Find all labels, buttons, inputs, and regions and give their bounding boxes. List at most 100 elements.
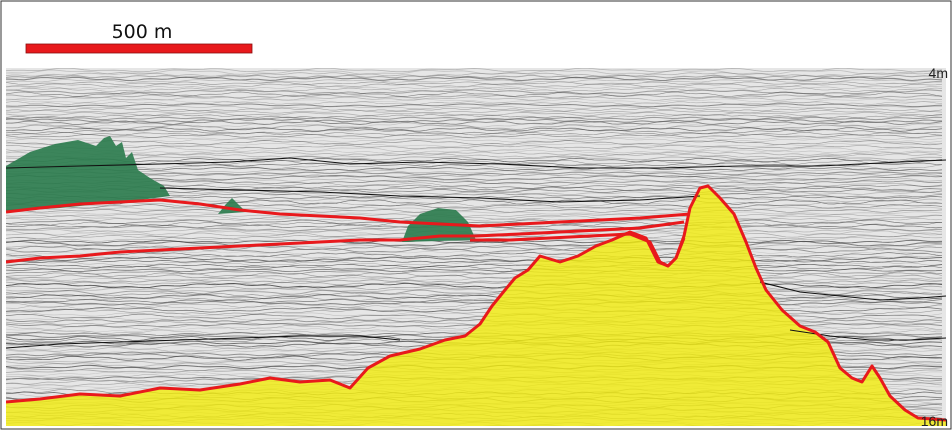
seismic-reflector-line (6, 74, 943, 79)
seismic-reflector-line (6, 127, 943, 132)
seismic-reflector-line (6, 166, 943, 172)
seismic-reflector-line (6, 206, 943, 211)
seismic-reflector-line (6, 105, 943, 110)
seismic-reflector-line (6, 94, 943, 99)
seismic-reflector-line (6, 68, 943, 73)
seismic-reflector-line (6, 138, 943, 143)
seismic-reflector-line (6, 177, 943, 183)
seismic-reflector-line (6, 243, 943, 249)
seismic-reflector-line (6, 228, 943, 233)
red-horizon-basement (6, 184, 946, 422)
seismic-reflector-line (6, 120, 943, 126)
seismic-reflector-line (6, 69, 943, 75)
seismic-reflector-line (6, 285, 943, 290)
seismic-reflector-line (6, 201, 943, 207)
scale-bar (25, 43, 253, 54)
green-body-left (6, 136, 170, 212)
seismic-reflector-line (6, 282, 943, 289)
red-horizon-upper (6, 198, 691, 228)
seismic-reflector-line (6, 132, 943, 136)
seismic-panel (6, 68, 946, 426)
seismic-reflector-line (6, 76, 943, 82)
seismic-reflector-line (6, 307, 943, 313)
seismic-reflector-line (6, 72, 943, 77)
seismic-reflector-line (6, 217, 943, 222)
seismic-reflector-line (6, 219, 942, 224)
seismic-reflector-line (6, 174, 943, 181)
seismic-reflector-line (6, 124, 943, 131)
seismic-reflector-line (6, 101, 943, 105)
seismic-reflector-line (6, 264, 943, 268)
seismic-reflector-line (6, 164, 943, 170)
seismic-reflector-line (6, 252, 943, 258)
black-horizons (6, 157, 946, 349)
seismic-reflector-line (6, 114, 942, 119)
seismic-reflector-line (6, 145, 943, 149)
seismic-reflector-line (6, 305, 943, 310)
seismic-reflector-line (6, 96, 943, 101)
seismic-reflector-line (6, 79, 943, 83)
black-horizon-3 (6, 335, 401, 349)
seismic-reflector-line (6, 239, 943, 244)
seismic-reflector-line (6, 159, 943, 165)
seismic-reflector-line (6, 213, 943, 217)
seismic-reflector-line (6, 230, 943, 236)
seismic-reflector-line (6, 225, 943, 232)
seismic-reflector-line (6, 111, 943, 117)
seismic-reflector-line (6, 91, 943, 97)
seismic-reflector-line (6, 136, 943, 140)
seismic-reflector-line (6, 300, 943, 306)
seismic-reflector-line (6, 268, 943, 273)
seismic-reflector-line (6, 281, 943, 286)
seismic-reflector-line (6, 110, 943, 114)
seismic-reflector-line (6, 146, 943, 152)
seismic-reflector-line (6, 255, 943, 259)
seismic-reflector-line (6, 118, 943, 123)
seismic-reflector-line (6, 211, 943, 215)
seismic-reflector-line (6, 302, 943, 309)
seismic-reflector-line (6, 182, 943, 187)
black-horizon-4 (759, 281, 946, 301)
seismic-reflector-line (6, 140, 943, 146)
seismic-reflector-line (6, 81, 943, 85)
black-horizon-2 (159, 187, 701, 203)
seismic-reflector-line (6, 294, 943, 300)
seismic-reflector-line (6, 261, 943, 266)
seismic-reflector-line (6, 259, 943, 264)
seismic-reflector-line (6, 142, 943, 147)
seismic-reflector-line (6, 129, 943, 135)
seismic-reflector-line (6, 245, 943, 251)
seismic-reflector-line (6, 116, 943, 121)
seismic-reflector-line (6, 251, 943, 255)
seismic-reflector-line (6, 103, 943, 108)
seismic-reflector-line (6, 180, 943, 185)
seismic-reflector-line (6, 272, 943, 277)
seismic-reflector-line (6, 171, 943, 176)
seismic-reflector-line (6, 296, 943, 301)
yellow-body (6, 186, 946, 426)
seismic-reflector-line (6, 153, 943, 159)
seismic-reflector-line (6, 289, 943, 295)
red-horizon-middle (6, 220, 685, 264)
seismic-reflector-line (6, 209, 943, 213)
seismic-reflector-line (6, 134, 942, 138)
red-horizons (6, 184, 946, 422)
seismic-reflector-line (6, 85, 943, 90)
depth-label-bottom: 16m (921, 413, 948, 429)
seismic-reflector-line (6, 155, 943, 161)
seismic-reflector-line (6, 169, 943, 174)
seismic-reflector-line (6, 299, 943, 303)
seismic-reflector-line (6, 232, 943, 238)
seismic-reflector-line (6, 274, 943, 280)
seismic-reflector-line (6, 279, 943, 284)
black-horizon-1 (6, 157, 946, 169)
seismic-reflector-line (6, 256, 943, 262)
seismic-reflector-line (6, 215, 943, 220)
seismic-reflector-line (6, 266, 943, 270)
seismic-reflector-line (6, 287, 943, 293)
seismic-reflector-line (6, 107, 943, 112)
scale-bar-label: 500 m (112, 21, 173, 43)
depth-label-top: 4m (929, 65, 948, 81)
